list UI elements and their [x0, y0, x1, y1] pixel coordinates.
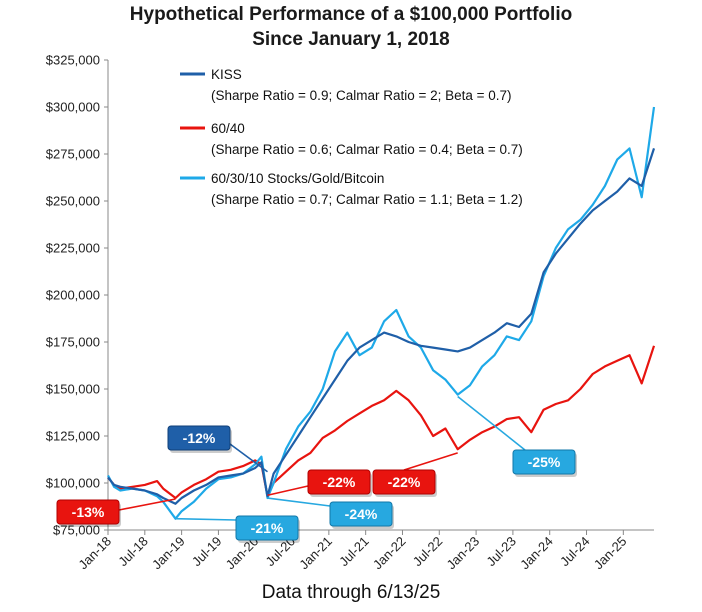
- callout-box-6: [512, 449, 576, 475]
- legend-stats-2: (Sharpe Ratio = 0.7; Calmar Ratio = 1.1;…: [211, 192, 523, 207]
- x-tick-label: Jul-24: [557, 534, 593, 570]
- y-tick-label: $150,000: [46, 382, 100, 397]
- series-line-0: [107, 148, 656, 505]
- callout-box-5: [372, 469, 436, 495]
- data-date-footer: Data through 6/13/25: [261, 582, 441, 603]
- chart-title-line2: Since January 1, 2018: [252, 29, 450, 50]
- callout-label-5: -22%: [388, 474, 421, 490]
- y-tick-label: $225,000: [46, 241, 100, 256]
- chart-title-line1: Hypothetical Performance of a $100,000 P…: [129, 4, 573, 25]
- y-tick-label: $250,000: [46, 194, 100, 209]
- y-tick-label: $300,000: [46, 100, 100, 115]
- x-tick-label: Jan-22: [370, 534, 409, 573]
- legend-stats-0: (Sharpe Ratio = 0.9; Calmar Ratio = 2; B…: [211, 88, 512, 103]
- callout-label-6: -25%: [528, 454, 561, 470]
- series-line-1: [107, 345, 656, 500]
- callout-leader-0: [229, 443, 268, 473]
- callout-leader-5: [403, 452, 458, 471]
- callout-box-3: [307, 469, 371, 495]
- callout-leader-3: [267, 485, 309, 497]
- y-tick-label: $200,000: [46, 288, 100, 303]
- callout-leader-6: [457, 395, 526, 451]
- chart-title: Hypothetical Performance of a $100,000 P…: [0, 2, 702, 52]
- y-tick-label: $325,000: [46, 53, 100, 68]
- x-tick-label: Jul-19: [189, 534, 225, 570]
- x-tick-label: Jul-23: [483, 534, 519, 570]
- x-tick-label: Jan-21: [296, 534, 335, 573]
- callout-box-4: [329, 501, 393, 527]
- series-line-2: [107, 106, 656, 520]
- x-tick-label: Jan-19: [149, 534, 188, 573]
- y-tick-label: $275,000: [46, 147, 100, 162]
- x-tick-label: Jul-22: [410, 534, 446, 570]
- x-tick-label: Jul-18: [115, 534, 151, 570]
- legend-stats-1: (Sharpe Ratio = 0.6; Calmar Ratio = 0.4;…: [211, 142, 523, 157]
- callout-leader-2: [175, 517, 237, 521]
- legend-name-2: 60/30/10 Stocks/Gold/Bitcoin: [211, 171, 384, 186]
- y-tick-label: $75,000: [53, 523, 100, 538]
- callout-leader-4: [267, 497, 331, 507]
- callout-leader-1: [118, 498, 176, 511]
- x-tick-label: Jan-25: [591, 534, 630, 573]
- legend-name-0: KISS: [211, 67, 242, 82]
- callout-label-2: -21%: [251, 520, 284, 536]
- y-tick-label: $175,000: [46, 335, 100, 350]
- x-tick-label: Jul-21: [336, 534, 372, 570]
- callout-label-1: -13%: [72, 504, 105, 520]
- y-tick-label: $125,000: [46, 429, 100, 444]
- x-tick-label: Jan-24: [517, 534, 556, 573]
- callout-label-0: -12%: [183, 430, 216, 446]
- x-tick-label: Jan-23: [443, 534, 482, 573]
- callout-box-2: [235, 515, 299, 541]
- x-tick-label: Jan-18: [75, 534, 114, 573]
- callout-box-1: [56, 499, 120, 525]
- y-tick-label: $100,000: [46, 476, 100, 491]
- callout-box-0: [167, 425, 231, 451]
- legend-name-1: 60/40: [211, 121, 245, 136]
- callout-label-3: -22%: [323, 474, 356, 490]
- callout-label-4: -24%: [345, 506, 378, 522]
